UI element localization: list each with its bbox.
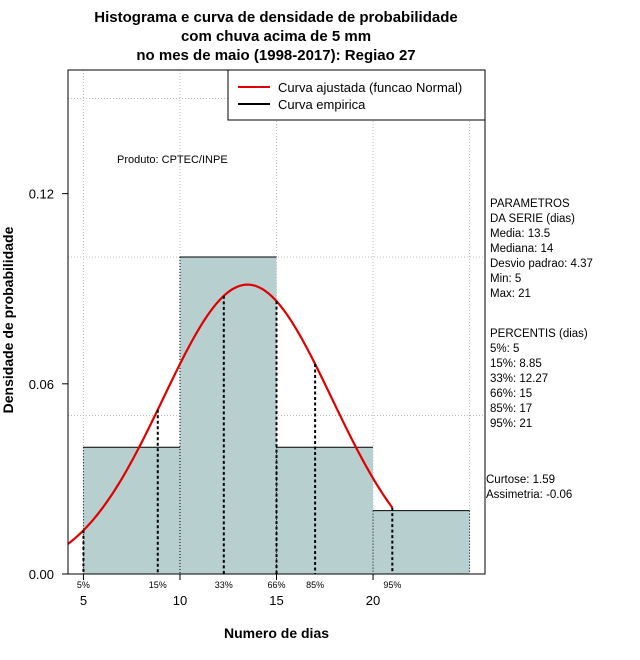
product-annotation: Produto: CPTEC/INPE <box>117 154 228 166</box>
legend-label: Curva empirica <box>278 97 366 112</box>
percentile-label: 15% <box>149 580 167 590</box>
x-axis-label: Numero de dias <box>224 625 329 641</box>
stat-param-line: Mediana: 14 <box>490 243 554 255</box>
stat-percentile-line: 95%: 21 <box>490 418 532 430</box>
stat-param-line: DA SERIE (dias) <box>490 213 575 225</box>
x-tick-label: 5 <box>80 593 87 608</box>
x-tick-label: 15 <box>269 593 283 608</box>
stat-percentile-line: 66%: 15 <box>490 388 532 400</box>
percentile-label: 66% <box>267 580 285 590</box>
y-tick-label: 0.06 <box>29 377 54 392</box>
y-axis-label: Densidade de probabilidade <box>0 226 16 413</box>
stat-param-line: Desvio padrao: 4.37 <box>490 258 593 270</box>
stat-shape-line: Assimetria: -0.06 <box>486 489 572 501</box>
stat-param-line: Max: 21 <box>490 288 531 300</box>
title-line-1: com chuva acima de 5 mm <box>181 28 371 45</box>
histogram-bars <box>82 256 471 574</box>
y-axis: 0.00 0.06 0.12 <box>29 187 68 582</box>
chart-title: Histograma e curva de densidade de proba… <box>94 9 457 64</box>
legend-label: Curva ajustada (funcao Normal) <box>278 80 462 95</box>
x-tick-label: 10 <box>173 593 187 608</box>
percentile-label: 95% <box>383 580 401 590</box>
stat-shape-line: Curtose: 1.59 <box>486 474 555 486</box>
stat-param-line: Media: 13.5 <box>490 228 550 240</box>
percentile-label: 5% <box>77 580 90 590</box>
percentile-label: 33% <box>215 580 233 590</box>
y-tick-label: 0.12 <box>29 187 54 202</box>
normal-curve <box>67 283 394 545</box>
stat-param-line: Min: 5 <box>490 273 521 285</box>
legend: Curva ajustada (funcao Normal) Curva empi… <box>227 69 486 121</box>
title-line-0: Histograma e curva de densidade de proba… <box>94 9 457 26</box>
histogram-bar <box>276 447 374 574</box>
stat-percentile-line: 85%: 17 <box>490 403 532 415</box>
histogram-bar <box>179 257 277 574</box>
x-tick-label: 20 <box>366 593 380 608</box>
percentile-label: 85% <box>306 580 324 590</box>
title-line-2: no mes de maio (1998-2017): Regiao 27 <box>136 47 415 64</box>
stat-percentile-line: 5%: 5 <box>490 343 519 355</box>
normal-curve-line <box>67 283 394 545</box>
y-tick-label: 0.00 <box>29 567 54 582</box>
x-axis: 5 10 15 20 <box>80 574 380 608</box>
histogram-bar <box>373 510 470 574</box>
percentile-markers: 5% 15% 33% 66% 85% 95% <box>77 295 401 590</box>
statistics-panel: PARAMETROS DA SERIE (dias) Media: 13.5 Me… <box>486 198 593 501</box>
histogram-bar <box>83 447 180 574</box>
stat-percentile-line: PERCENTIS (dias) <box>490 328 588 340</box>
stat-percentile-line: 15%: 8.85 <box>490 358 542 370</box>
stat-param-line: PARAMETROS <box>490 198 570 210</box>
legend-box <box>227 69 486 121</box>
stat-percentile-line: 33%: 12.27 <box>490 373 548 385</box>
